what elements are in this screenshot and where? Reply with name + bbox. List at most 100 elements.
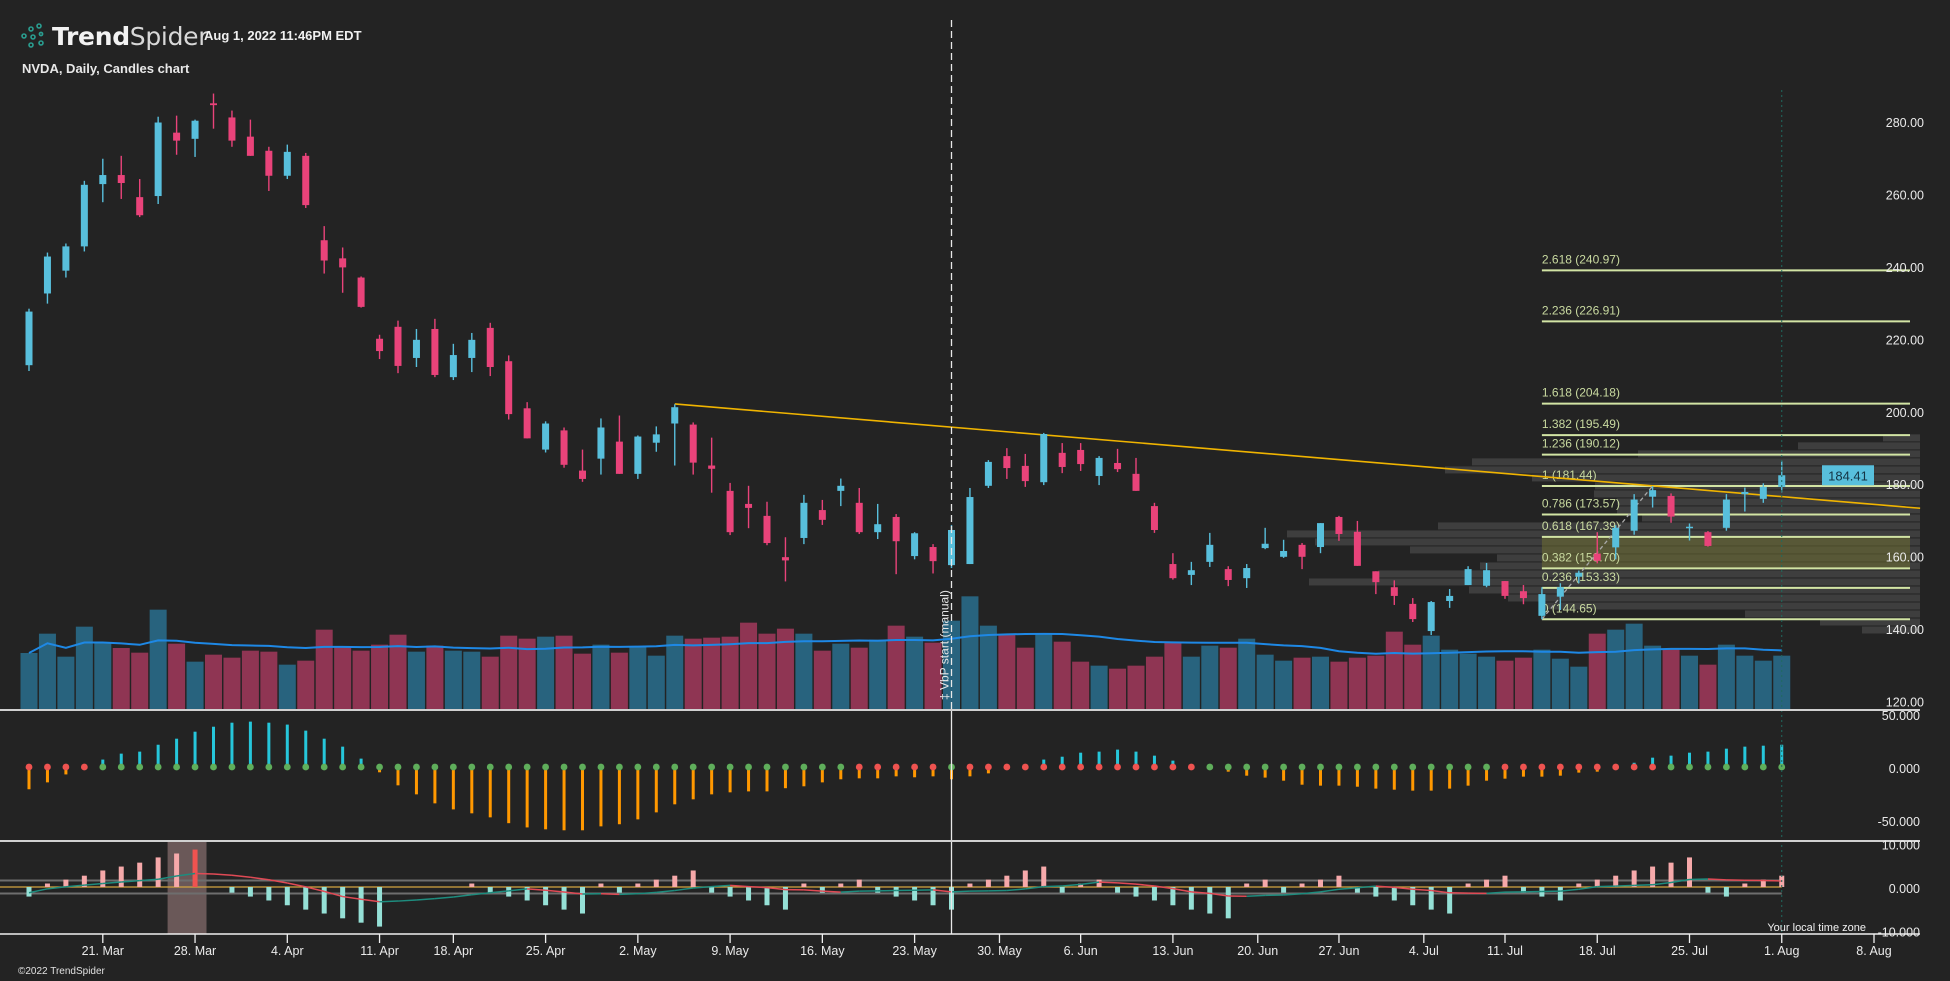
candle bbox=[154, 116, 162, 205]
candle bbox=[1372, 571, 1380, 595]
squeeze-dot bbox=[1003, 763, 1011, 771]
fibonacci-extension[interactable]: 0 (144.65) 0.236 (153.33) 0.382 (158.70) 0.… bbox=[1541, 252, 1910, 621]
squeeze-dot bbox=[1298, 763, 1306, 771]
candle-body bbox=[1686, 526, 1693, 529]
volume-bar bbox=[1514, 657, 1532, 709]
signal-line-segment bbox=[379, 900, 399, 903]
oscillator-bar bbox=[1411, 767, 1415, 791]
fib-level-label: 0.786 (173.57) bbox=[1542, 497, 1620, 511]
squeeze-dot bbox=[542, 763, 549, 771]
volume-profile-bin bbox=[1438, 522, 1920, 530]
signal-line-segment bbox=[1283, 893, 1303, 896]
date-axis-label: 1. Aug bbox=[1764, 944, 1799, 958]
candle-body bbox=[1169, 564, 1177, 579]
volume-bar bbox=[555, 635, 573, 709]
squeeze-dot bbox=[505, 763, 513, 771]
squeeze-dot bbox=[62, 763, 70, 771]
squeeze-dot bbox=[1280, 763, 1287, 771]
histogram-bar bbox=[1373, 887, 1379, 897]
oscillator-bar bbox=[64, 767, 68, 775]
oscillator-bar bbox=[691, 767, 695, 800]
squeeze-dot bbox=[1538, 763, 1546, 771]
candle-body bbox=[1390, 587, 1398, 596]
oscillator-bar bbox=[1669, 755, 1673, 767]
squeeze-dot bbox=[1095, 763, 1103, 771]
oscillator-bar bbox=[894, 767, 898, 777]
candle-body bbox=[818, 510, 826, 520]
candle-body bbox=[1261, 543, 1269, 549]
signal-line-segment bbox=[453, 893, 472, 898]
timezone-link[interactable]: Your local time zone bbox=[1767, 922, 1866, 934]
volume-bar bbox=[740, 622, 758, 709]
squeeze-dot bbox=[929, 763, 937, 771]
volume-bar bbox=[1496, 660, 1514, 709]
squeeze-dot bbox=[320, 763, 328, 771]
oscillator-bar bbox=[617, 767, 621, 825]
histogram-bar bbox=[616, 887, 622, 893]
oscillator-bar bbox=[802, 767, 806, 787]
candle bbox=[283, 144, 291, 180]
oscillator-bar bbox=[230, 722, 234, 767]
histogram-bar bbox=[1299, 883, 1305, 887]
histogram-bar bbox=[875, 887, 881, 893]
volume-bar bbox=[1256, 654, 1274, 709]
candle bbox=[1206, 532, 1214, 567]
squeeze-dot bbox=[782, 763, 789, 771]
candle bbox=[892, 514, 900, 575]
oscillator-bar bbox=[451, 767, 455, 810]
volume-bar bbox=[924, 642, 942, 709]
volume-bar bbox=[1090, 665, 1108, 709]
volume-profile-bin bbox=[1617, 506, 1920, 514]
volume-bar bbox=[223, 657, 241, 709]
candle bbox=[1741, 487, 1749, 512]
fib-level-label: 0.618 (167.39) bbox=[1542, 519, 1620, 533]
candle-body bbox=[99, 175, 107, 185]
squeeze-dot bbox=[1040, 763, 1048, 771]
signal-line-segment bbox=[711, 884, 731, 888]
squeeze-dot bbox=[652, 763, 660, 771]
candle-body bbox=[1187, 570, 1195, 575]
candle bbox=[671, 404, 679, 466]
candle-body bbox=[579, 470, 586, 479]
date-axis-label: 18. Apr bbox=[434, 944, 474, 958]
chart-symbol-title[interactable]: NVDA, Daily, Candles chart bbox=[22, 61, 190, 76]
candle-body bbox=[431, 328, 439, 375]
histogram-bar bbox=[672, 875, 678, 887]
volume-bar bbox=[371, 644, 389, 709]
histogram-bar bbox=[985, 879, 991, 887]
oscillator-bar bbox=[1540, 767, 1544, 777]
candle bbox=[80, 180, 88, 252]
histogram-bar bbox=[1391, 887, 1397, 901]
volume-bar bbox=[1293, 657, 1311, 709]
histogram-bar bbox=[321, 887, 327, 914]
candle-body bbox=[1759, 486, 1767, 499]
signal-line-segment bbox=[1707, 878, 1727, 881]
candle-body bbox=[1722, 499, 1730, 528]
oscillator-bar bbox=[765, 767, 769, 792]
oscillator-bar bbox=[1042, 759, 1046, 767]
candle-body bbox=[1280, 551, 1288, 557]
candle-body bbox=[652, 434, 660, 443]
oscillator-bar bbox=[1245, 767, 1249, 776]
candle bbox=[173, 115, 181, 155]
candle bbox=[43, 252, 51, 304]
histogram-bar bbox=[819, 887, 825, 893]
volume-bar bbox=[629, 646, 647, 709]
trendline[interactable] bbox=[674, 403, 1921, 510]
oscillator-bar bbox=[820, 767, 824, 783]
candle bbox=[837, 478, 845, 507]
oscillator-axis-label: -50.000 bbox=[1878, 815, 1920, 829]
candle-body bbox=[468, 339, 476, 358]
squeeze-dot bbox=[1206, 763, 1214, 771]
candle bbox=[62, 243, 70, 278]
signal-line-segment bbox=[250, 876, 269, 881]
candle-body bbox=[1243, 568, 1251, 579]
candle-body bbox=[1538, 594, 1546, 616]
candle bbox=[579, 449, 586, 482]
candle-body bbox=[1150, 506, 1158, 530]
histogram-bar bbox=[838, 883, 844, 887]
vbp-start-label[interactable]: ‡ VbP start (manual) bbox=[938, 590, 952, 700]
signal-line-segment bbox=[305, 886, 325, 893]
candle-body bbox=[1298, 544, 1306, 557]
